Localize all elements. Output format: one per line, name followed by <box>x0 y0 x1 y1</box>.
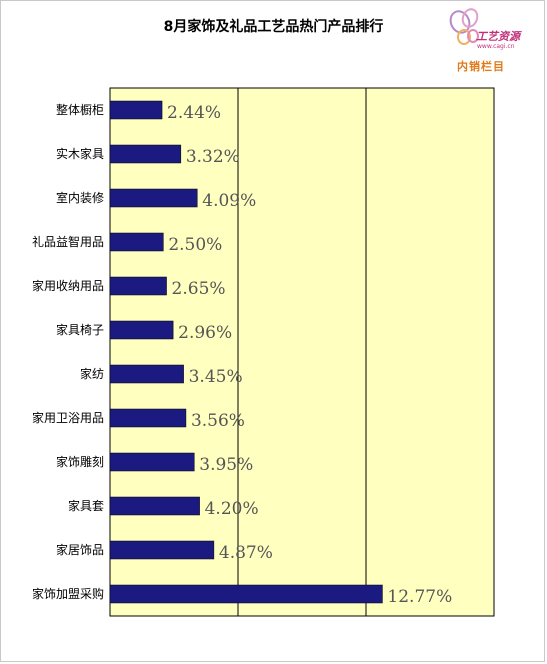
category-label-3: 室内装修 <box>56 190 104 205</box>
value-label-2: 3.32% <box>186 147 240 167</box>
value-label-10: 4.20% <box>205 499 259 519</box>
category-label-1: 整体橱柜 <box>56 102 104 117</box>
value-label-11: 4.87% <box>219 543 273 563</box>
category-label-4: 礼品益智用品 <box>32 234 104 249</box>
logo-text: 工艺资源 <box>476 30 520 43</box>
bar-5 <box>109 276 167 296</box>
logo-url: www.cagi.cn <box>477 43 515 50</box>
category-label-11: 家居饰品 <box>56 542 104 557</box>
value-label-1: 2.44% <box>167 103 221 123</box>
butterfly-logo-icon <box>449 8 479 45</box>
bar-6 <box>109 320 174 340</box>
value-label-4: 2.50% <box>168 235 222 255</box>
bar-8 <box>109 408 187 428</box>
chart-title: 8月家饰及礼品工艺品热门产品排行 <box>163 19 384 35</box>
bar-10 <box>109 496 200 516</box>
value-label-12: 12.77% <box>387 587 452 607</box>
bar-9 <box>109 452 195 472</box>
category-label-9: 家饰雕刻 <box>56 454 104 469</box>
bar-4 <box>109 232 164 252</box>
bar-1 <box>109 100 163 120</box>
bar-3 <box>109 188 198 208</box>
plot-area <box>109 87 495 617</box>
value-label-5: 2.65% <box>172 279 226 299</box>
category-label-8: 家用卫浴用品 <box>32 410 104 425</box>
gridlines <box>237 88 367 616</box>
category-label-12: 家饰加盟采购 <box>32 586 104 601</box>
value-label-7: 3.45% <box>189 367 243 387</box>
value-label-9: 3.95% <box>199 455 253 475</box>
value-label-8: 3.56% <box>191 411 245 431</box>
value-label-3: 4.09% <box>202 191 256 211</box>
bars <box>109 100 383 604</box>
value-label-6: 2.96% <box>178 323 232 343</box>
category-label-6: 家具椅子 <box>56 322 104 337</box>
bar-2 <box>109 144 182 164</box>
bar-7 <box>109 364 184 384</box>
category-label-2: 实木家具 <box>56 146 104 161</box>
value-labels: 2.44% 3.32% 4.09% 2.50% 2.65% 2.96% 3.45% 3.56%… <box>167 103 452 607</box>
category-label-7: 家纺 <box>80 366 104 381</box>
bar-12 <box>109 584 383 604</box>
category-label-10: 家具套 <box>68 498 104 513</box>
logo-tagline: 内销栏目 <box>457 60 505 73</box>
category-labels: 整体橱柜实木家具室内装修礼品益智用品家用收纳用品家具椅子家纺家用卫浴用品家饰雕刻… <box>32 102 104 601</box>
bar-11 <box>109 540 215 560</box>
category-label-5: 家用收纳用品 <box>32 278 104 293</box>
